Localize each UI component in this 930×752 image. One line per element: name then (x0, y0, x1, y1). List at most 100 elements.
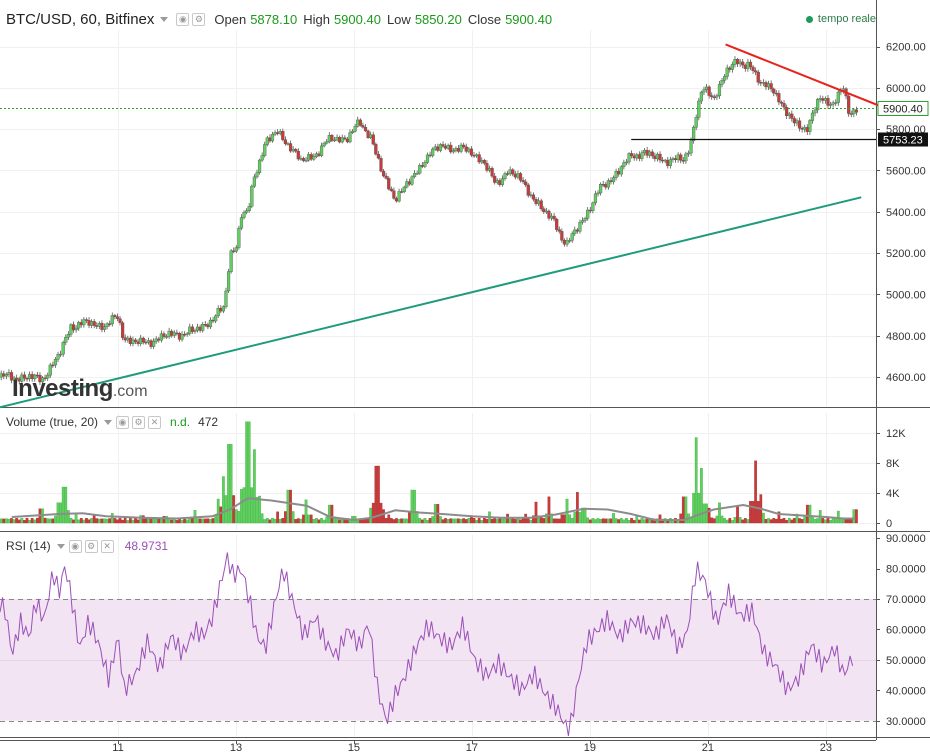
candle-body (152, 341, 156, 347)
volume-bar (320, 518, 323, 524)
volume-bar (327, 504, 331, 524)
candle (785, 104, 789, 119)
candle-body (159, 333, 163, 341)
volume-bar (105, 518, 109, 524)
gear-icon[interactable]: ⚙ (84, 539, 98, 553)
volume-bar (61, 486, 65, 524)
candle-body (436, 146, 440, 151)
chevron-down-icon[interactable] (160, 16, 169, 22)
volume-bar (831, 517, 835, 524)
chevron-down-icon[interactable] (56, 543, 65, 549)
candle-body (260, 155, 264, 161)
candle (232, 247, 236, 254)
candle (640, 150, 644, 162)
candle-body (195, 326, 200, 331)
candle (511, 168, 515, 177)
volume-bar (594, 519, 597, 524)
candle-body (87, 320, 91, 326)
candle-body (100, 322, 104, 330)
candle (121, 320, 125, 341)
candle (201, 321, 205, 333)
candle-body (405, 181, 409, 188)
volume-bar (317, 519, 321, 524)
time-axis-label: 15 (348, 742, 360, 752)
volume-bar (222, 476, 225, 524)
candle (521, 177, 525, 185)
close-icon[interactable]: ✕ (148, 415, 162, 429)
candle-body (785, 107, 789, 116)
volume-bar (790, 519, 794, 524)
candle-body (425, 154, 430, 163)
candle-body (655, 153, 660, 160)
candle-body (108, 323, 112, 325)
volume-bar (322, 519, 326, 524)
candle-body (350, 131, 355, 133)
candle-body (9, 372, 14, 381)
candle (482, 158, 486, 166)
candle-body (226, 271, 231, 292)
volume-bar (681, 496, 685, 524)
volume-bar (609, 518, 613, 524)
candle-body (221, 306, 225, 312)
volume-bar (451, 518, 455, 524)
candle-body (133, 339, 138, 342)
candle-body (118, 318, 122, 323)
volume-bar (705, 503, 708, 524)
volume-bar (632, 520, 636, 524)
volume-bar (692, 492, 695, 524)
eye-icon[interactable]: ◉ (68, 539, 82, 553)
candle-body (441, 144, 445, 147)
candle-body (4, 373, 8, 377)
volume-bar (785, 520, 788, 524)
chevron-down-icon[interactable] (104, 419, 113, 425)
candle (108, 320, 112, 327)
volume-bar (188, 518, 192, 524)
candle (208, 317, 213, 330)
candle-body (529, 194, 533, 196)
volume-bar (754, 460, 757, 524)
candle (392, 187, 396, 200)
candle (381, 169, 386, 178)
eye-icon[interactable]: ◉ (176, 12, 190, 26)
eye-icon[interactable]: ◉ (116, 415, 130, 429)
candle (384, 172, 388, 180)
candle-body (679, 154, 683, 161)
candle (247, 202, 251, 213)
candle-body (467, 148, 471, 152)
volume-bar (477, 517, 481, 524)
candle-body (524, 181, 528, 186)
open-value: 5878.10 (250, 11, 298, 27)
candle (477, 151, 481, 164)
candle-body (66, 334, 70, 338)
volume-bar (85, 518, 88, 524)
candle-body (671, 158, 675, 160)
candle-body (214, 315, 218, 322)
candle-body (539, 200, 543, 210)
candle-body (604, 184, 608, 188)
candle-body (593, 193, 598, 204)
rsi-label[interactable]: RSI (14) (6, 539, 51, 553)
volume-bar (408, 511, 411, 524)
rsi-axis-label: 70.0000 (886, 594, 926, 606)
volume-label[interactable]: Volume (true, 20) (6, 415, 99, 429)
level-price-tag-box (878, 132, 928, 147)
volume-bar (803, 516, 807, 524)
candle-body (596, 192, 600, 195)
candle (441, 141, 445, 149)
gear-icon[interactable]: ⚙ (132, 415, 146, 429)
gear-icon[interactable]: ⚙ (192, 12, 206, 26)
candle (547, 209, 551, 221)
candle-body (640, 152, 644, 159)
candle-body (369, 134, 373, 138)
candle (332, 136, 337, 142)
candle (257, 158, 262, 175)
close-icon[interactable]: ✕ (100, 539, 114, 553)
volume-bar (793, 518, 796, 524)
symbol-title[interactable]: BTC/USD, 60, Bitfinex (6, 10, 155, 28)
volume-bar (829, 519, 832, 524)
volume-bar (216, 498, 220, 524)
volume-bar (733, 517, 737, 524)
candle-body (803, 127, 807, 130)
volume-bar (377, 465, 380, 524)
candle-body (733, 59, 737, 65)
